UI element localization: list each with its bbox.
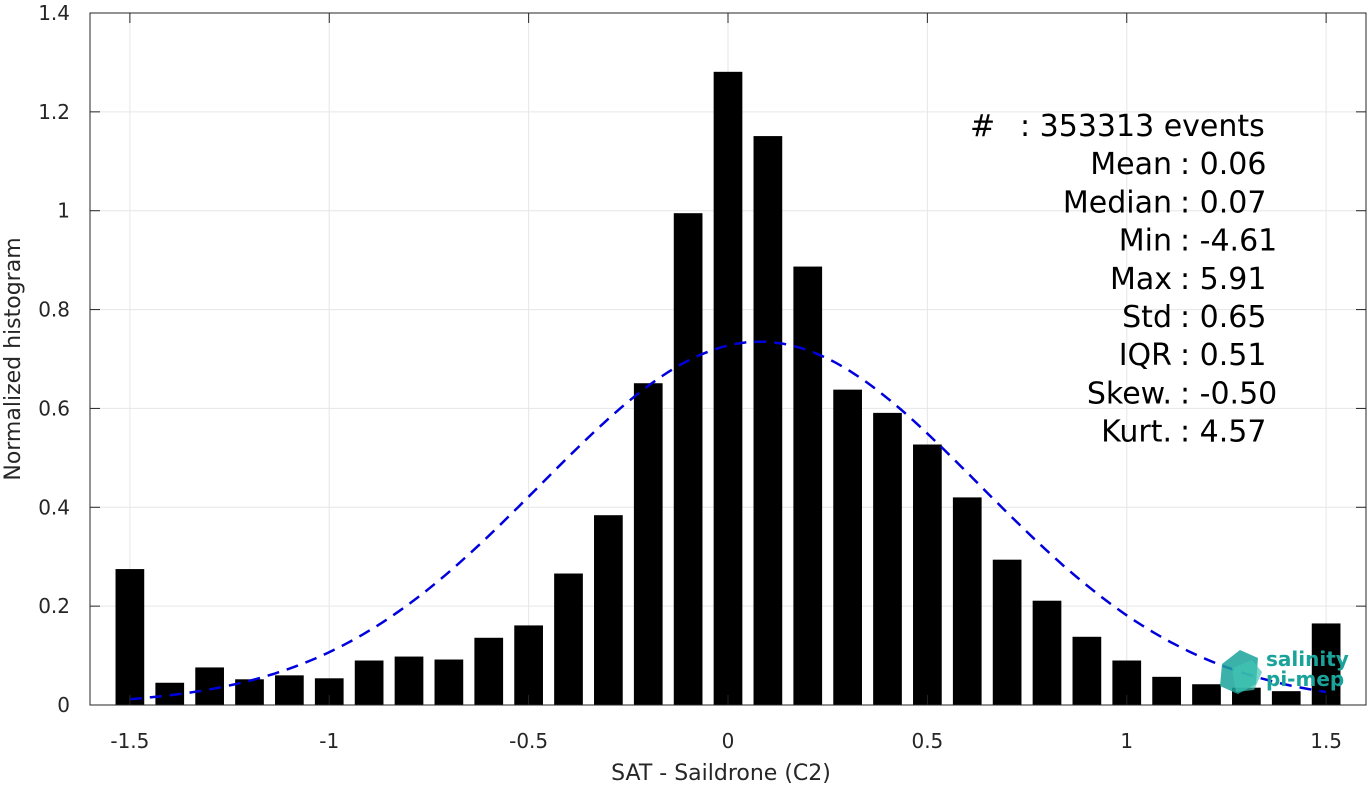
histogram-bar xyxy=(594,515,623,705)
stat-label: Skew. xyxy=(1087,376,1172,411)
y-tick-label: 1 xyxy=(57,199,70,223)
stat-row: Min: -4.61 xyxy=(1119,224,1278,259)
histogram-bar xyxy=(753,136,783,705)
stat-label: Median xyxy=(1063,185,1172,220)
histogram-bar xyxy=(474,637,504,705)
histogram-bar xyxy=(354,660,384,705)
stat-row: Kurt.: 4.57 xyxy=(1101,415,1266,450)
y-tick-label: 1.2 xyxy=(38,100,70,124)
histogram-bar xyxy=(633,383,663,705)
stat-value: : 0.65 xyxy=(1180,300,1266,335)
histogram-bar xyxy=(1192,684,1221,705)
y-axis-label: Normalized histogram xyxy=(1,237,26,480)
histogram-bar xyxy=(793,266,823,705)
stat-value: : 0.06 xyxy=(1180,147,1266,182)
x-tick-label: -1 xyxy=(319,729,339,753)
x-axis-ticks: -1.5 -1 -0.5 0 0.5 1 1.5 xyxy=(110,13,1342,753)
histogram-bar xyxy=(434,659,464,705)
stat-label: Mean xyxy=(1090,147,1172,182)
stat-row: Skew.: -0.50 xyxy=(1087,376,1277,411)
gaussian-fit-curve xyxy=(129,340,1327,701)
stat-label: Max xyxy=(1110,262,1172,297)
stat-label: Kurt. xyxy=(1101,415,1172,450)
stat-value: : -0.50 xyxy=(1180,376,1277,411)
x-tick-label: -1.5 xyxy=(110,729,149,753)
stat-label: Std xyxy=(1122,300,1172,335)
histogram-bar xyxy=(195,667,224,705)
histogram-bar xyxy=(952,497,982,705)
salinity-pi-mep-logo: salinity pi-mep xyxy=(1220,647,1349,694)
y-tick-label: 1.4 xyxy=(38,1,70,25)
histogram-bar xyxy=(713,71,743,705)
logo-mark-icon xyxy=(1220,650,1262,694)
x-tick-label: -0.5 xyxy=(509,729,548,753)
histogram-bar xyxy=(554,573,583,705)
stat-value: : 4.57 xyxy=(1180,415,1266,450)
y-tick-label: 0.2 xyxy=(38,594,70,618)
x-tick-label: 0 xyxy=(722,729,735,753)
histogram-bar xyxy=(992,559,1022,705)
histogram-bar xyxy=(115,569,145,705)
histogram-bar xyxy=(1152,676,1181,705)
y-tick-label: 0.8 xyxy=(38,298,70,322)
histogram-bar xyxy=(514,625,543,705)
histogram-bar xyxy=(1072,636,1102,705)
stat-row: Mean: 0.06 xyxy=(1090,147,1266,182)
y-axis-ticks: 0 0.2 0.4 0.6 0.8 1 1.2 1.4 xyxy=(38,1,1366,717)
y-tick-label: 0.4 xyxy=(38,495,70,519)
y-tick-label: 0.6 xyxy=(38,396,70,420)
stat-row: # : 353313 events xyxy=(970,109,1265,144)
histogram-bar xyxy=(155,682,185,705)
stat-value: : 0.51 xyxy=(1180,338,1266,373)
stat-label: Min xyxy=(1119,224,1172,259)
x-tick-label: 1.5 xyxy=(1310,729,1342,753)
stat-value: : 0.07 xyxy=(1180,185,1266,220)
histogram-bar xyxy=(833,389,862,705)
stat-row: IQR: 0.51 xyxy=(1119,338,1267,373)
stat-row: Std: 0.65 xyxy=(1122,300,1266,335)
histogram-bar xyxy=(873,412,902,705)
x-tick-label: 1 xyxy=(1120,729,1133,753)
stat-row: Max: 5.91 xyxy=(1110,262,1266,297)
x-axis-label: SAT - Saildrone (C2) xyxy=(611,761,831,785)
histogram-bar xyxy=(275,675,304,705)
y-tick-label: 0 xyxy=(57,693,70,717)
histogram-bar xyxy=(1271,691,1301,705)
stat-label: IQR xyxy=(1119,338,1172,373)
stat-value: : 353313 events xyxy=(1020,109,1265,144)
stat-value: : 5.91 xyxy=(1180,262,1266,297)
histogram-bar xyxy=(1032,600,1062,705)
histogram-bar xyxy=(673,213,703,705)
stat-value: : -4.61 xyxy=(1180,224,1277,259)
stat-row: Median: 0.07 xyxy=(1063,185,1267,220)
stat-label: # xyxy=(970,109,995,144)
histogram-bar xyxy=(394,656,424,705)
logo-text-line1: salinity xyxy=(1266,647,1349,671)
x-tick-label: 0.5 xyxy=(911,729,943,753)
logo-text-line2: pi-mep xyxy=(1266,667,1344,691)
histogram-bar xyxy=(913,444,942,705)
